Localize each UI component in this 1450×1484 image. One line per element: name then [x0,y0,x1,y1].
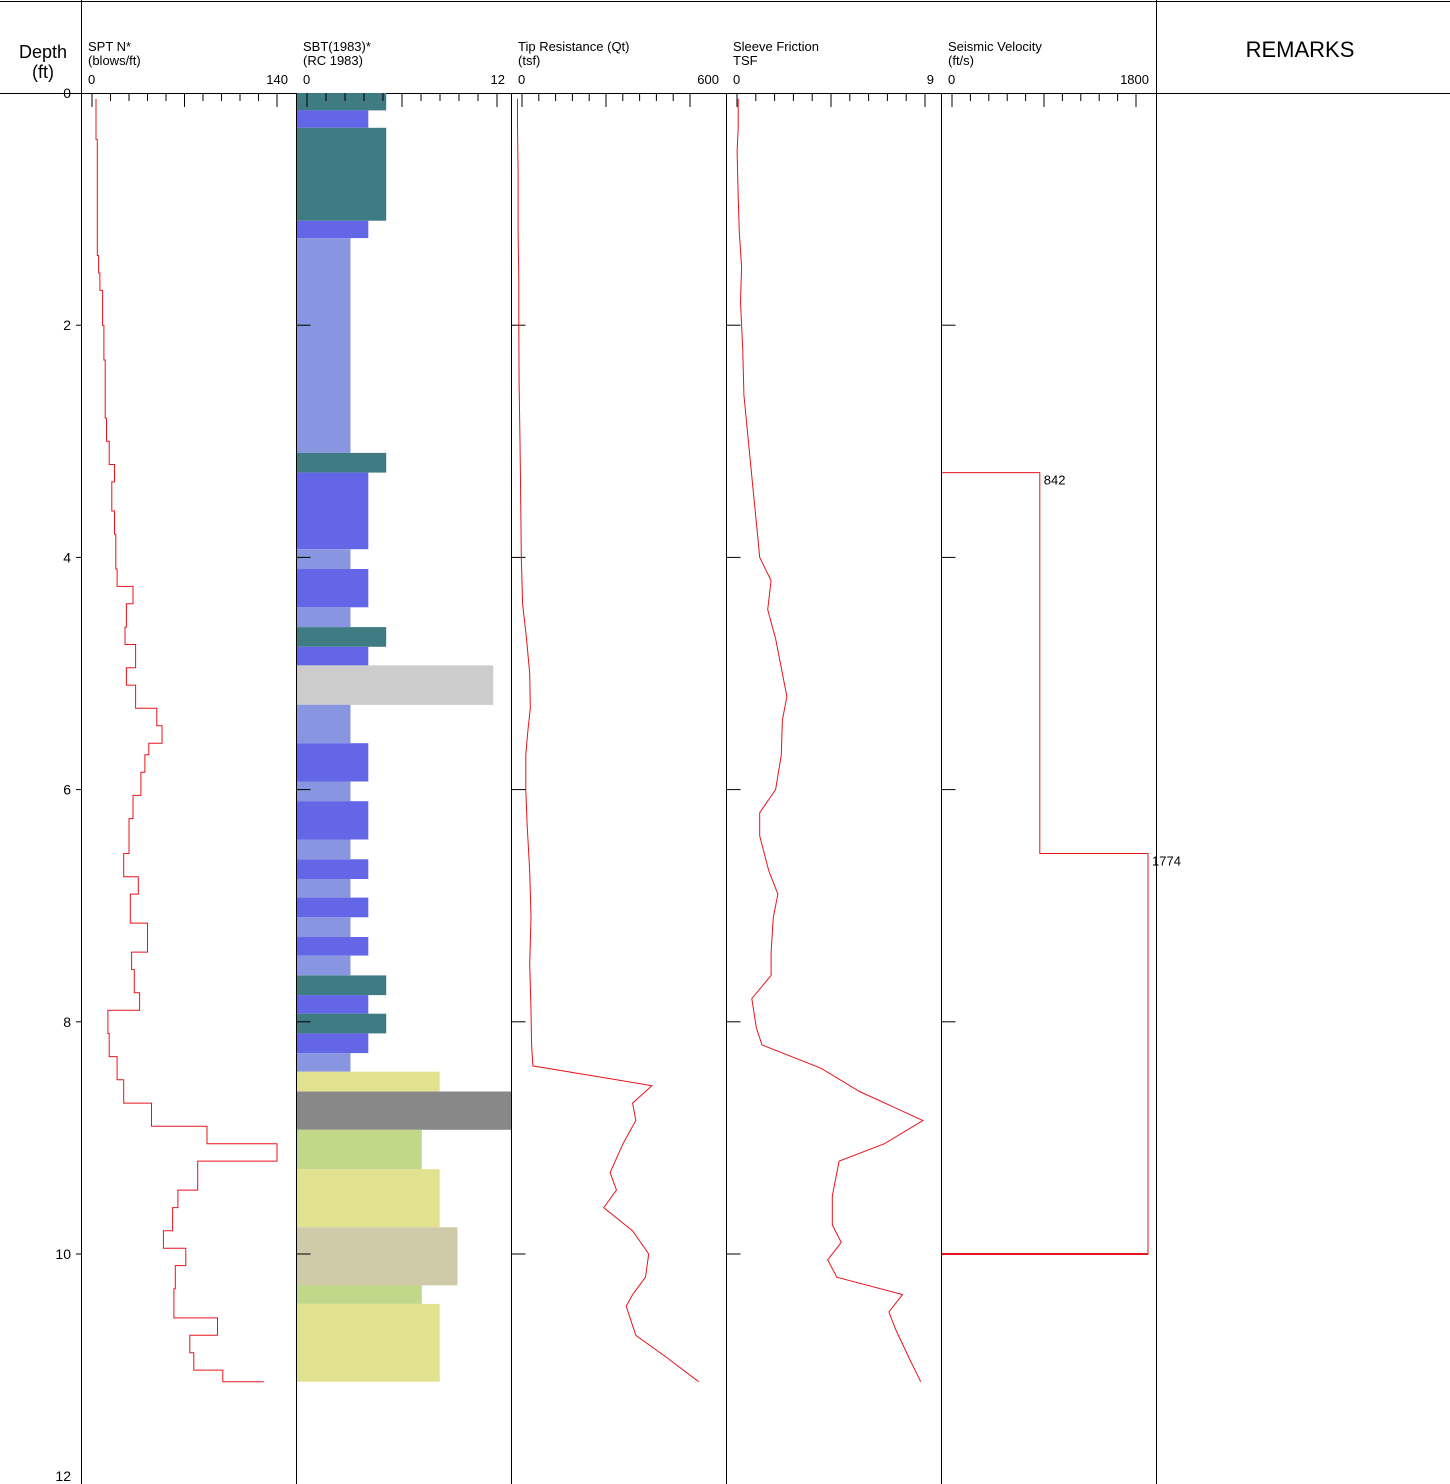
seismic-value-label: 1774 [1152,854,1181,869]
sbt-layer-bar [297,1033,369,1054]
seismic-min-label: 0 [948,72,955,87]
sbt-layer-bar [297,879,351,898]
sbt-layer-bar [297,1169,440,1228]
spt-title: SPT N* [88,39,131,54]
data-curves [95,98,1149,1383]
sbt-layer-bar [297,549,351,569]
sleeve-max-label: 9 [927,72,934,87]
depth-tick-label: 4 [63,549,71,565]
sleeve-friction-curve [736,98,924,1382]
sbt-layer-bar [297,238,351,453]
seismic-max-label: 1800 [1120,72,1149,87]
sbt-layer-bar [297,1053,351,1072]
sbt-title: SBT(1983)* [303,39,371,54]
sbt-layer-bar [297,627,387,647]
sbt-layer-bar [297,839,351,860]
sbt-min-label: 0 [303,72,310,87]
depth-unit: (ft) [32,62,54,82]
seismic-title: Seismic Velocity [948,39,1042,54]
sbt-layer-bar [297,1285,422,1304]
depth-tick-label: 0 [63,85,71,101]
sbt-layer-bar [297,93,387,111]
sbt-layer-bar [297,937,369,956]
sleeve-min-label: 0 [733,72,740,87]
sbt-layer-bar [297,743,369,782]
sbt-unit: (RC 1983) [303,53,363,68]
sbt-layer-bar [297,607,351,627]
seismic-unit: (ft/s) [948,53,974,68]
sbt-layer-bar [297,1227,458,1286]
sbt-layer-bar [297,452,387,473]
sbt-layer-bar [297,897,369,918]
seismic-value-label: 842 [1044,473,1066,488]
depth-tick-labels: 0 2 4 6 8 10 12 [55,85,71,1484]
sbt-layer-bar [297,704,351,744]
depth-tick-label: 6 [63,782,71,798]
sbt-layer-bar [297,1071,440,1092]
sbt-layer-bars [297,93,511,1382]
spt-max-label: 140 [266,72,288,87]
sbt-layer-bar [297,646,369,666]
sbt-max-label: 12 [491,72,505,87]
sbt-layer-bar [297,859,369,879]
sbt-layer-bar [297,665,494,705]
sbt-layer-bar [297,1303,440,1382]
depth-tick-label: 12 [55,1468,71,1484]
spt-unit: (blows/ft) [88,53,141,68]
sbt-layer-bar [297,1013,387,1034]
sleeve-unit: TSF [733,53,758,68]
sbt-layer-bar [297,220,369,239]
sbt-layer-bar [297,917,351,937]
depth-header: Depth [19,42,67,62]
depth-tick-label: 2 [63,317,71,333]
sleeve-title: Sleeve Friction [733,39,819,54]
tip-title: Tip Resistance (Qt) [518,39,630,54]
sbt-layer-bar [297,1129,422,1170]
sbt-layer-bar [297,569,369,608]
seismic-velocity-curve [942,472,1149,1255]
remarks-header: REMARKS [1246,37,1355,62]
tip-resistance-curve [517,98,699,1383]
tip-min-label: 0 [518,72,525,87]
sbt-layer-bar [297,801,369,840]
depth-tick-label: 10 [55,1246,71,1262]
tip-unit: (tsf) [518,53,540,68]
spt-min-label: 0 [88,72,95,87]
sbt-layer-bar [297,472,369,550]
spt-n-curve [95,98,278,1383]
tip-max-label: 600 [697,72,719,87]
axis-ticks [76,93,1137,1484]
sbt-layer-bar [297,127,387,221]
depth-tick-label: 8 [63,1014,71,1030]
sbt-layer-bar [297,781,351,802]
sbt-layer-bar [297,110,369,128]
sbt-layer-bar [297,975,387,996]
sbt-layer-bar [297,995,369,1014]
sbt-layer-bar [297,1091,511,1130]
seismic-value-labels: 842 1774 [1044,473,1181,869]
sbt-layer-bar [297,955,351,976]
